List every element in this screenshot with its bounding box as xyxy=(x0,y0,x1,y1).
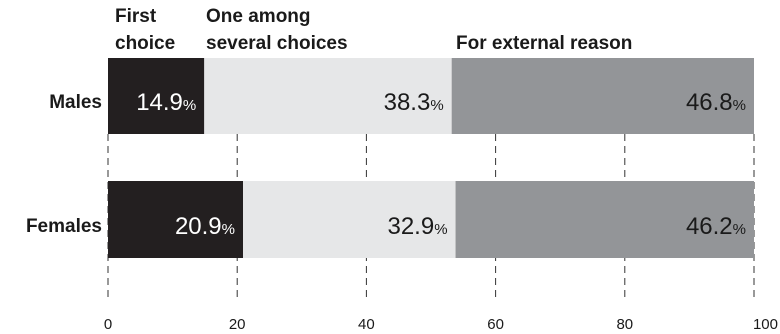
bar-males-series-2 xyxy=(451,58,754,134)
x-tick-label-0: 0 xyxy=(104,316,112,333)
bar-males-series-0 xyxy=(108,58,205,134)
category-label-females: Females xyxy=(26,216,102,237)
bar-females-series-2 xyxy=(455,181,754,258)
value-label-females-series-1: 32.9% xyxy=(387,213,447,240)
x-axis-ticks: 0 20 40 60 80 100 xyxy=(104,316,778,333)
x-tick-label-60: 60 xyxy=(487,316,504,333)
legend-label-series-0: First choice xyxy=(115,6,175,54)
value-label-males-series-2: 46.8% xyxy=(686,89,746,116)
legend-label-series-1: One among several choices xyxy=(206,6,348,54)
value-label-males-series-0: 14.9% xyxy=(136,89,196,116)
bar-females-series-0 xyxy=(108,181,244,258)
gridlines xyxy=(107,134,755,300)
value-label-females-series-2: 46.2% xyxy=(686,213,746,240)
value-label-females-series-0: 20.9% xyxy=(175,213,235,240)
x-tick-label-100: 100 xyxy=(753,316,778,333)
value-label-males-series-1: 38.3% xyxy=(384,89,444,116)
category-label-males: Males xyxy=(49,92,102,113)
category-labels: Males Females xyxy=(26,92,102,237)
x-tick-label-20: 20 xyxy=(229,316,246,333)
legend: First choice One among several choices For e… xyxy=(115,6,632,54)
x-tick-label-40: 40 xyxy=(358,316,375,333)
bars: 14.9% 38.3% 46.8% 20.9% 32.9% 46.2% xyxy=(108,58,754,258)
bar-males-series-1 xyxy=(204,58,452,134)
legend-label-series-2: For external reason xyxy=(456,33,632,54)
x-tick-label-80: 80 xyxy=(616,316,633,333)
bar-females-series-1 xyxy=(243,181,456,258)
